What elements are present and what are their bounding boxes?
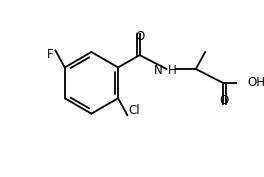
Text: O: O [220, 94, 229, 107]
Text: N: N [154, 64, 163, 77]
Text: Cl: Cl [128, 104, 140, 118]
Text: OH: OH [247, 76, 264, 89]
Text: O: O [135, 30, 144, 43]
Text: F: F [47, 48, 54, 61]
Text: H: H [168, 64, 177, 77]
